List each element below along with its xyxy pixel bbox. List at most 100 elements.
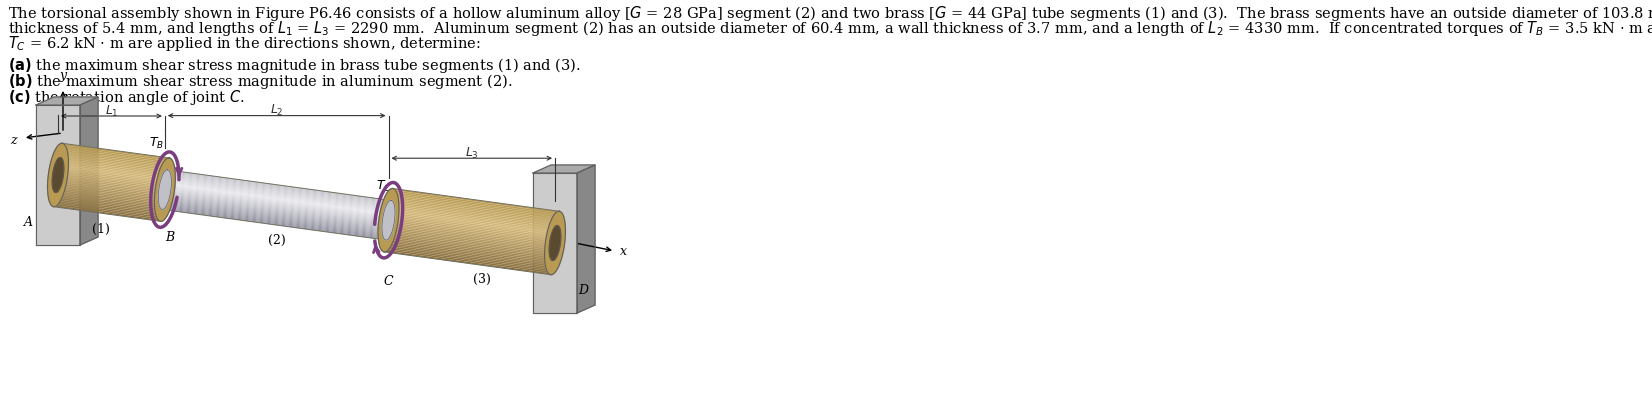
Polygon shape — [162, 206, 387, 237]
Polygon shape — [61, 154, 169, 170]
Polygon shape — [59, 166, 167, 182]
Polygon shape — [61, 155, 167, 171]
Polygon shape — [59, 163, 167, 179]
Polygon shape — [56, 193, 162, 209]
Polygon shape — [165, 185, 390, 217]
Polygon shape — [154, 159, 175, 222]
Text: y: y — [59, 69, 66, 82]
Polygon shape — [164, 193, 388, 225]
Polygon shape — [61, 149, 169, 165]
Polygon shape — [58, 176, 165, 192]
Polygon shape — [387, 233, 553, 258]
Polygon shape — [59, 160, 167, 176]
Polygon shape — [53, 206, 160, 222]
Polygon shape — [56, 182, 164, 198]
Text: D: D — [578, 283, 588, 296]
Polygon shape — [164, 195, 388, 227]
Polygon shape — [165, 182, 390, 214]
Text: $L_2$: $L_2$ — [269, 103, 284, 118]
Polygon shape — [58, 179, 165, 195]
Text: $\mathbf{(c)}$ the rotation angle of joint $C$.: $\mathbf{(c)}$ the rotation angle of joi… — [8, 88, 244, 107]
Polygon shape — [162, 208, 387, 240]
Polygon shape — [390, 206, 557, 231]
Polygon shape — [392, 192, 558, 216]
Polygon shape — [164, 204, 387, 235]
Polygon shape — [55, 196, 162, 212]
Polygon shape — [61, 150, 169, 166]
Polygon shape — [159, 171, 172, 210]
Polygon shape — [59, 161, 167, 178]
Polygon shape — [167, 174, 390, 206]
Polygon shape — [390, 205, 557, 229]
Polygon shape — [162, 209, 387, 240]
Polygon shape — [164, 194, 388, 225]
Polygon shape — [58, 174, 165, 190]
Text: $\mathbf{(a)}$ the maximum shear stress magnitude in brass tube segments (1) and: $\mathbf{(a)}$ the maximum shear stress … — [8, 56, 582, 75]
Polygon shape — [165, 188, 388, 220]
Polygon shape — [164, 201, 387, 233]
Polygon shape — [167, 173, 392, 205]
Polygon shape — [48, 144, 68, 207]
Polygon shape — [53, 158, 64, 193]
Polygon shape — [388, 227, 553, 252]
Polygon shape — [385, 241, 552, 266]
Polygon shape — [59, 168, 165, 184]
Polygon shape — [162, 207, 387, 238]
Polygon shape — [393, 191, 558, 215]
Polygon shape — [390, 210, 557, 234]
Polygon shape — [382, 201, 395, 240]
Polygon shape — [55, 202, 162, 218]
Polygon shape — [390, 214, 555, 239]
Polygon shape — [388, 218, 555, 242]
Polygon shape — [388, 219, 555, 243]
Polygon shape — [59, 158, 167, 174]
Polygon shape — [390, 208, 557, 233]
Polygon shape — [548, 226, 560, 261]
Polygon shape — [385, 244, 552, 269]
Polygon shape — [165, 192, 388, 224]
Polygon shape — [61, 145, 169, 162]
Text: $T_C$: $T_C$ — [375, 179, 392, 194]
Text: (3): (3) — [472, 272, 491, 285]
Polygon shape — [162, 205, 387, 237]
Text: $L_3$: $L_3$ — [464, 145, 479, 160]
Polygon shape — [392, 202, 558, 226]
Polygon shape — [385, 249, 552, 273]
Polygon shape — [387, 237, 553, 261]
Polygon shape — [56, 185, 164, 201]
Polygon shape — [390, 213, 557, 237]
Polygon shape — [164, 203, 387, 235]
Polygon shape — [165, 186, 390, 218]
Polygon shape — [388, 216, 555, 240]
Polygon shape — [387, 235, 553, 259]
Polygon shape — [61, 147, 169, 163]
Polygon shape — [378, 189, 398, 252]
Polygon shape — [165, 191, 388, 223]
Polygon shape — [390, 203, 557, 228]
Polygon shape — [56, 188, 164, 204]
Polygon shape — [61, 157, 167, 173]
Polygon shape — [165, 184, 390, 216]
Polygon shape — [390, 211, 557, 235]
Text: B: B — [165, 230, 175, 243]
Text: The torsional assembly shown in Figure P6.46 consists of a hollow aluminum alloy: The torsional assembly shown in Figure P… — [8, 4, 1652, 23]
Polygon shape — [385, 251, 550, 275]
Polygon shape — [165, 189, 388, 221]
Polygon shape — [387, 230, 553, 254]
Polygon shape — [165, 181, 390, 213]
Polygon shape — [36, 98, 97, 106]
Text: $T_C$ = 6.2 kN $\cdot$ m are applied in the directions shown, determine:: $T_C$ = 6.2 kN $\cdot$ m are applied in … — [8, 34, 481, 53]
Polygon shape — [79, 98, 97, 245]
Polygon shape — [58, 177, 165, 193]
Polygon shape — [56, 190, 164, 206]
Polygon shape — [167, 171, 392, 202]
Polygon shape — [388, 221, 555, 245]
Polygon shape — [534, 166, 595, 173]
Polygon shape — [165, 187, 388, 219]
Polygon shape — [55, 195, 162, 211]
Polygon shape — [392, 194, 558, 218]
Polygon shape — [385, 246, 552, 270]
Polygon shape — [58, 172, 165, 189]
Polygon shape — [167, 179, 390, 211]
Polygon shape — [393, 189, 560, 214]
